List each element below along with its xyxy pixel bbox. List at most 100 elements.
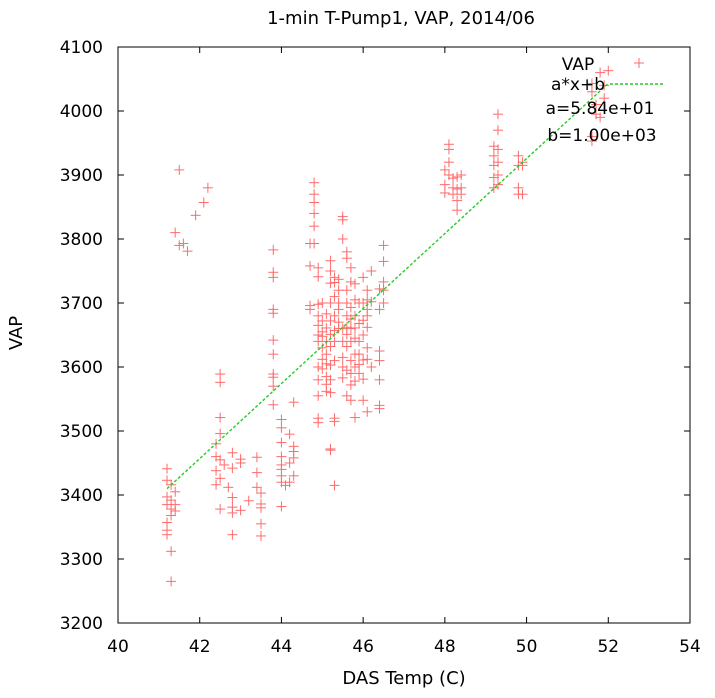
data-point <box>341 253 352 264</box>
data-point <box>374 403 385 414</box>
data-points-layer <box>162 65 614 587</box>
data-point <box>362 322 373 333</box>
data-point <box>362 294 373 305</box>
data-point <box>162 475 173 486</box>
data-point <box>329 310 340 321</box>
data-point <box>488 172 499 183</box>
data-point <box>227 529 238 540</box>
data-point <box>215 473 226 484</box>
data-point <box>190 210 201 221</box>
legend-fit-a: a=5.84e+01 <box>546 99 655 119</box>
data-point <box>492 125 503 136</box>
data-point <box>354 336 365 347</box>
data-point <box>235 505 246 516</box>
data-point <box>341 298 352 308</box>
data-point <box>174 164 185 175</box>
data-point <box>337 234 348 244</box>
data-point <box>362 310 373 321</box>
x-tick-label: 48 <box>434 637 456 657</box>
legend-fit-b: b=1.00e+03 <box>547 126 656 146</box>
data-point <box>488 150 499 161</box>
data-point <box>603 65 614 76</box>
data-point <box>337 352 348 363</box>
data-point <box>456 170 467 180</box>
data-point <box>211 479 222 490</box>
data-point <box>345 302 356 313</box>
data-point <box>452 171 463 182</box>
y-tick-label: 3400 <box>60 486 103 506</box>
data-point <box>321 358 332 369</box>
y-tick-label: 3200 <box>60 614 103 634</box>
data-point <box>358 315 369 326</box>
data-point <box>227 447 238 458</box>
data-point <box>256 502 266 513</box>
data-point <box>313 262 324 273</box>
data-point <box>349 362 360 372</box>
legend-label-vap: VAP <box>562 55 594 75</box>
data-point <box>378 298 389 308</box>
data-point <box>325 374 336 385</box>
data-point <box>215 412 226 423</box>
data-point <box>517 189 528 200</box>
data-point <box>374 304 385 315</box>
data-point <box>456 189 467 200</box>
data-point <box>492 144 503 155</box>
data-point <box>341 329 352 340</box>
data-point <box>313 417 324 428</box>
data-point <box>378 256 389 267</box>
plot-frame <box>117 46 691 624</box>
data-point <box>251 467 262 478</box>
data-point <box>317 363 328 374</box>
data-point <box>325 315 336 326</box>
data-point <box>309 197 320 208</box>
data-point <box>313 299 324 310</box>
data-point <box>362 285 373 296</box>
data-point <box>492 109 503 120</box>
data-point <box>325 255 336 266</box>
data-point <box>313 310 324 321</box>
data-point <box>309 238 320 249</box>
data-point <box>288 470 299 481</box>
data-point <box>329 355 340 366</box>
data-point <box>227 492 238 503</box>
data-point <box>305 304 316 315</box>
data-point <box>309 208 320 219</box>
data-point <box>349 278 360 289</box>
data-point <box>345 379 356 390</box>
data-point <box>443 157 454 168</box>
data-point <box>345 262 356 273</box>
data-point <box>251 452 262 463</box>
data-point <box>256 488 266 499</box>
data-point <box>309 177 320 188</box>
data-point <box>182 246 193 257</box>
data-point <box>284 477 295 488</box>
data-point <box>374 374 385 385</box>
data-point <box>599 93 610 104</box>
data-point <box>374 355 385 366</box>
data-point <box>443 144 454 155</box>
data-point <box>341 390 352 401</box>
data-point <box>325 360 336 371</box>
data-point <box>366 266 377 276</box>
data-point <box>174 240 185 251</box>
data-point <box>235 458 246 468</box>
x-tick-label: 40 <box>107 637 129 657</box>
x-tick-label: 46 <box>352 637 374 657</box>
data-point <box>374 283 385 294</box>
data-point <box>170 227 181 238</box>
data-point <box>362 342 373 353</box>
data-point <box>378 285 389 296</box>
data-point <box>256 518 266 529</box>
data-point <box>309 221 320 232</box>
data-point <box>313 320 324 331</box>
data-point <box>345 395 356 406</box>
y-axis-label: VAP <box>6 316 27 350</box>
data-point <box>492 170 503 180</box>
data-point <box>166 546 177 557</box>
x-tick-label: 52 <box>597 637 619 657</box>
data-point <box>243 495 254 506</box>
data-point <box>162 529 173 540</box>
x-tick-label: 44 <box>271 637 293 657</box>
